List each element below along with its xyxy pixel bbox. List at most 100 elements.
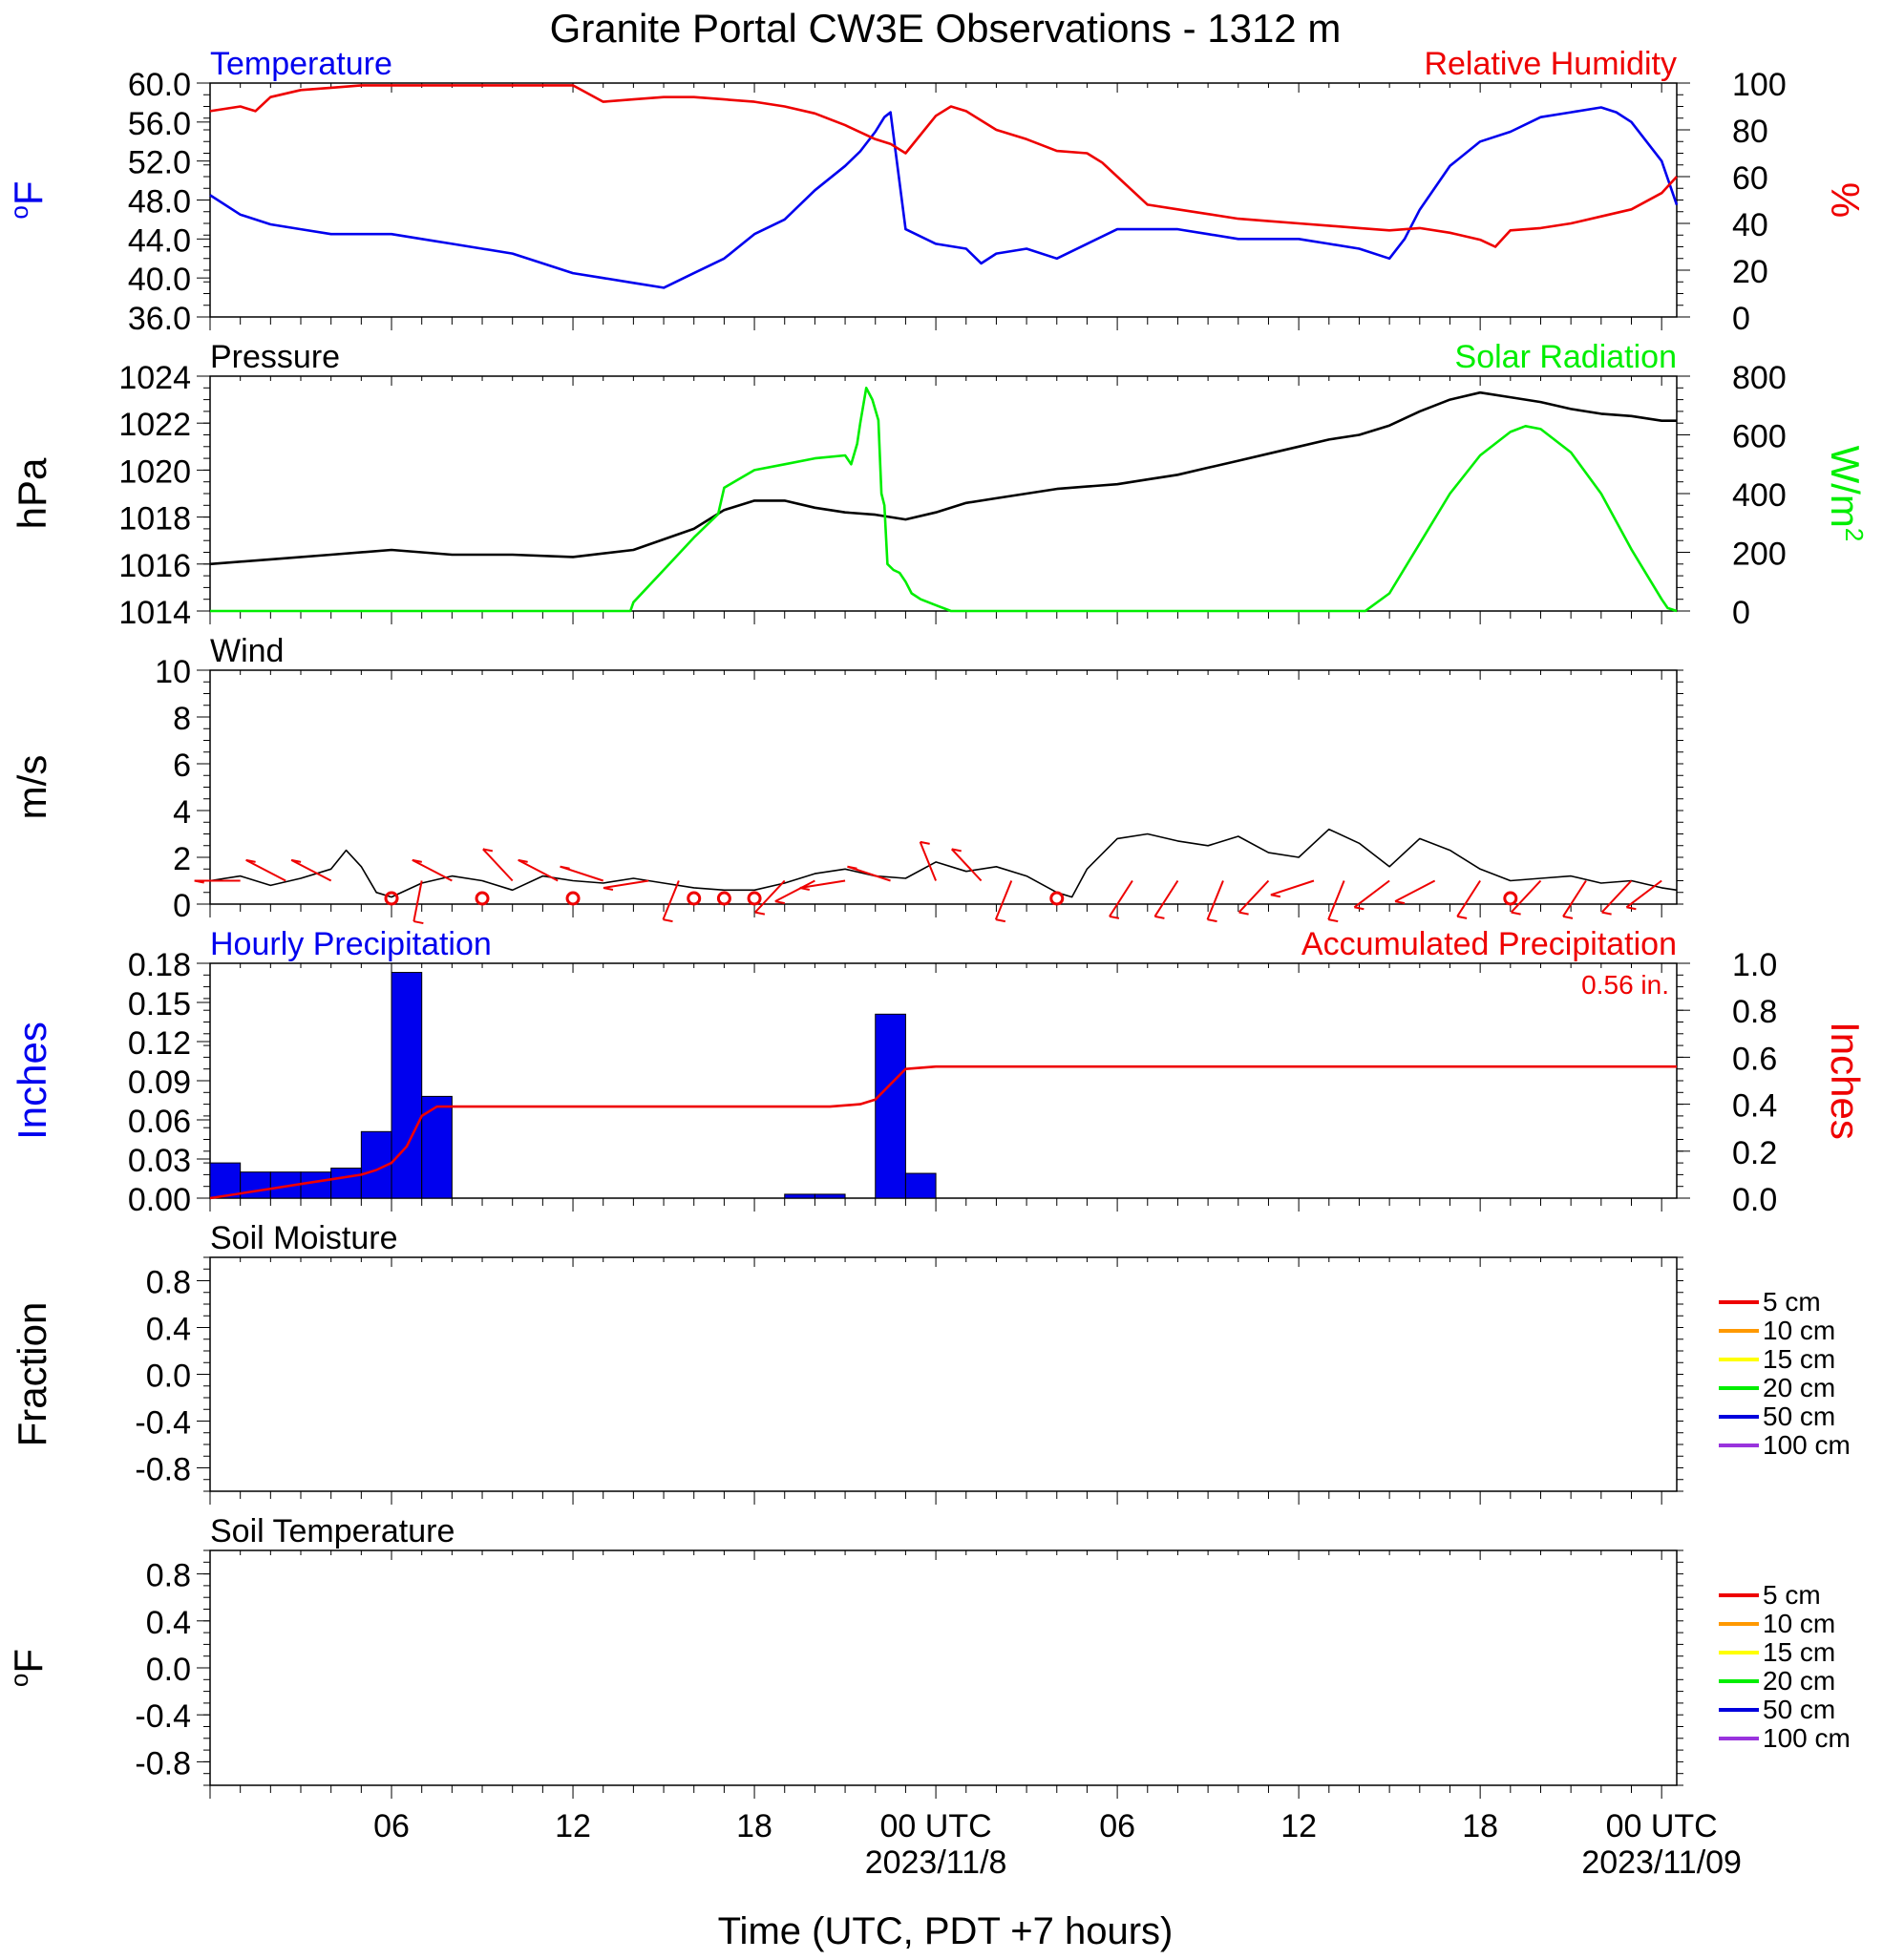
y-axis-label: Inches xyxy=(10,1022,54,1140)
panel-precipitation: 0.180.150.120.090.060.030.00 1.0 0.8 0.6 0.4… xyxy=(10,926,1868,1218)
legend-label: 10 cm xyxy=(1763,1609,1835,1638)
y-tick-label: 0.8 xyxy=(146,1558,191,1594)
wind-barb xyxy=(1562,879,1587,917)
x-tick-label: 06 xyxy=(1099,1808,1135,1844)
wind-barb xyxy=(290,859,332,882)
wind-barb-flag xyxy=(194,879,204,884)
y-tick-label: 10 xyxy=(155,654,191,690)
y-tick-label: 60.0 xyxy=(128,67,191,103)
wind-barb xyxy=(754,879,786,914)
y-tick-label: 0.8 xyxy=(146,1265,191,1301)
y2-tick-label: 0 xyxy=(1732,301,1750,337)
panel-wind: 10 8 6 4 2 0 Wind m/s xyxy=(10,633,1683,925)
series-temperature xyxy=(209,106,1679,289)
wind-barb xyxy=(1153,879,1179,917)
wind-barb xyxy=(1238,879,1270,914)
wind-barb xyxy=(774,879,815,902)
wind-barb-flag xyxy=(1207,918,1217,923)
y-tick-label: 1020 xyxy=(118,453,191,490)
wind-barb-flag xyxy=(1154,915,1165,919)
precip-bar xyxy=(391,972,423,1199)
y2-tick-label: 600 xyxy=(1732,419,1787,455)
wind-barb-calm xyxy=(1503,891,1518,906)
wind-barb-flag xyxy=(663,918,673,923)
y-tick-label: 0.0 xyxy=(146,1359,191,1395)
x-date-label: 2023/11/8 xyxy=(865,1844,1007,1881)
legend-label: 20 cm xyxy=(1763,1373,1835,1402)
y-axis-label: oF xyxy=(5,180,51,219)
y-tick-label: 1018 xyxy=(118,501,191,537)
wind-barb-flag xyxy=(290,858,302,863)
wind-barb xyxy=(1456,879,1481,917)
x-tick-label: 18 xyxy=(1462,1808,1498,1844)
precip-total-label: 0.56 in. xyxy=(1581,970,1669,1000)
wind-barb-flag xyxy=(1511,911,1521,916)
wind-barb-flag xyxy=(774,900,786,905)
y-tick-label: 44.0 xyxy=(128,222,191,259)
y-tick-label: 4 xyxy=(173,794,191,831)
x-tick-label: 18 xyxy=(736,1808,772,1844)
wind-barb xyxy=(412,859,453,882)
wind-barb-flag xyxy=(1562,915,1574,919)
wind-barb-flag xyxy=(995,918,1006,923)
wind-barb-calm xyxy=(716,891,731,906)
wind-barb xyxy=(662,880,680,920)
wind-barb-flag xyxy=(1270,894,1281,898)
x-tick-label: 12 xyxy=(1280,1808,1317,1844)
series-solar-radiation xyxy=(210,386,1678,613)
panel-temperature-humidity: 60.056.052.048.044.040.036.0 100 80 60 40 20 0… xyxy=(5,46,1868,337)
wind-barb-flag xyxy=(603,887,614,891)
y2-tick-label: 0.6 xyxy=(1732,1041,1777,1077)
wind-barb-flag xyxy=(1601,911,1612,916)
legend-label: 20 cm xyxy=(1763,1666,1835,1696)
y-tick-label: 1022 xyxy=(118,407,191,443)
y-tick-label: 36.0 xyxy=(128,301,191,337)
wind-barb xyxy=(482,848,514,882)
chart-title: Granite Portal CW3E Observations - 1312 … xyxy=(550,6,1342,51)
wind-barb xyxy=(951,848,983,882)
wind-barb-flag xyxy=(482,848,494,853)
y-tick-label: 0.00 xyxy=(128,1182,191,1218)
y2-tick-label: 40 xyxy=(1732,207,1768,243)
wind-barb-flag xyxy=(799,887,810,891)
panel-title-right: Relative Humidity xyxy=(1424,46,1677,82)
wind-barb-flag xyxy=(560,865,570,870)
wind-barb-flag xyxy=(1109,915,1120,919)
legend-label: 10 cm xyxy=(1763,1316,1835,1345)
wind-barb-flag xyxy=(1394,900,1406,905)
wind-barb xyxy=(245,859,286,882)
wind-barb-flag xyxy=(847,865,857,870)
y-tick-label: 1014 xyxy=(118,595,191,631)
wind-barb xyxy=(1109,879,1133,917)
y-tick-label: 0.4 xyxy=(146,1312,191,1348)
series-wind xyxy=(209,828,1678,898)
y-tick-label: 40.0 xyxy=(128,262,191,298)
panel-soil-moisture: 0.8 0.4 0.0 -0.4 -0.8 Soil Moisture Fraction 5 … xyxy=(10,1220,1851,1505)
wind-barb-flag xyxy=(1238,911,1249,916)
wind-barb-calm xyxy=(1049,891,1065,906)
wind-barb-flag xyxy=(412,858,422,863)
precip-bar xyxy=(330,1168,362,1199)
panel-title-left: Wind xyxy=(210,633,284,669)
wind-barb xyxy=(1353,879,1390,909)
panel-frame xyxy=(209,375,1678,612)
y-tick-label: 52.0 xyxy=(128,145,191,181)
y2-tick-label: 20 xyxy=(1732,254,1768,290)
y-tick-label: 6 xyxy=(173,748,191,784)
legend-label: 50 cm xyxy=(1763,1695,1835,1724)
y-tick-label: 1016 xyxy=(118,548,191,584)
precip-bar xyxy=(814,1193,846,1199)
panel-title-left: Soil Moisture xyxy=(210,1220,398,1256)
y2-tick-label: 80 xyxy=(1732,114,1768,150)
y-tick-label: 0.18 xyxy=(128,947,191,983)
y2-tick-label: 200 xyxy=(1732,537,1787,573)
precip-bar xyxy=(240,1171,271,1199)
y-tick-label: 2 xyxy=(173,841,191,877)
precip-bar xyxy=(784,1193,815,1199)
y-tick-label: 8 xyxy=(173,701,191,737)
wind-barb xyxy=(994,880,1013,920)
wind-barb xyxy=(1270,879,1315,896)
chart-panels: 60.056.052.048.044.040.036.0100806040200… xyxy=(5,46,1869,1799)
